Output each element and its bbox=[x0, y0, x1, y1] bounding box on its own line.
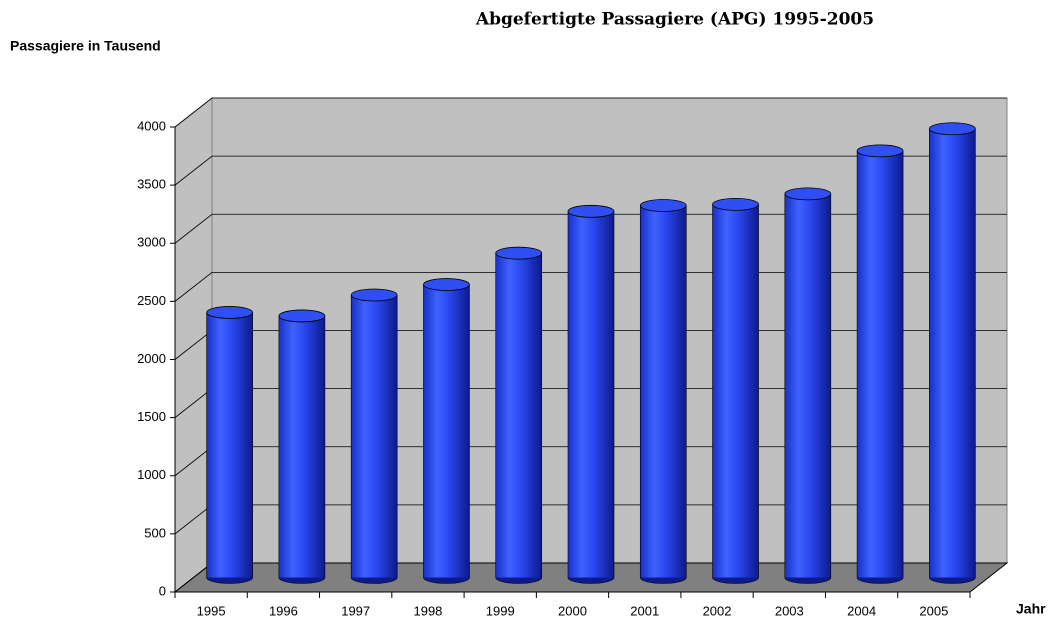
grid-line bbox=[174, 97, 1007, 128]
bar bbox=[929, 128, 976, 578]
bar bbox=[712, 204, 759, 578]
bar-top bbox=[495, 246, 543, 260]
bar bbox=[784, 193, 831, 578]
x-tick-label: 1997 bbox=[341, 603, 370, 618]
x-tick-label: 1996 bbox=[269, 603, 298, 618]
bar bbox=[206, 312, 253, 578]
x-tick-label: 2005 bbox=[919, 603, 948, 618]
bar bbox=[423, 284, 470, 578]
chart-title: Abgefertigte Passagiere (APG) 1995-2005 bbox=[475, 10, 874, 30]
bar bbox=[351, 295, 398, 578]
y-tick-label: 0 bbox=[159, 583, 166, 598]
bar bbox=[278, 315, 325, 578]
x-tick-label: 1995 bbox=[197, 603, 226, 618]
y-tick-label: 2000 bbox=[137, 351, 166, 366]
bar bbox=[568, 211, 614, 578]
x-tick-label: 2002 bbox=[703, 603, 732, 618]
bar-top bbox=[712, 197, 759, 211]
bar-top bbox=[928, 122, 976, 136]
x-tick-label: 1998 bbox=[413, 603, 442, 618]
y-tick-label: 1000 bbox=[137, 467, 166, 482]
bar-top bbox=[784, 187, 832, 201]
bar-top bbox=[423, 278, 470, 291]
y-tick-label: 3500 bbox=[137, 177, 166, 192]
y-tick-label: 500 bbox=[144, 525, 166, 540]
y-tick-label: 2500 bbox=[137, 293, 166, 308]
x-tick-label: 2003 bbox=[775, 603, 804, 618]
y-tick-label: 1500 bbox=[137, 409, 166, 424]
bar-top bbox=[567, 204, 615, 218]
bar-top bbox=[206, 306, 254, 319]
bar-top bbox=[278, 309, 326, 323]
x-axis-label: Jahr bbox=[1016, 601, 1046, 617]
bar bbox=[640, 205, 687, 578]
bar-top bbox=[350, 288, 398, 302]
y-tick-label: 3000 bbox=[137, 235, 166, 250]
x-tick-label: 2001 bbox=[630, 603, 659, 618]
bar bbox=[857, 150, 904, 578]
bar-top bbox=[856, 144, 904, 158]
grid-line bbox=[174, 155, 1007, 186]
x-tick-label: 2000 bbox=[558, 603, 587, 618]
y-tick-label: 4000 bbox=[137, 118, 166, 133]
bar bbox=[495, 253, 542, 578]
y-axis-label: Passagiere in Tausend bbox=[10, 38, 161, 54]
bar-top bbox=[639, 199, 687, 212]
x-tick-label: 2004 bbox=[847, 603, 876, 618]
x-tick-label: 1999 bbox=[486, 603, 515, 618]
